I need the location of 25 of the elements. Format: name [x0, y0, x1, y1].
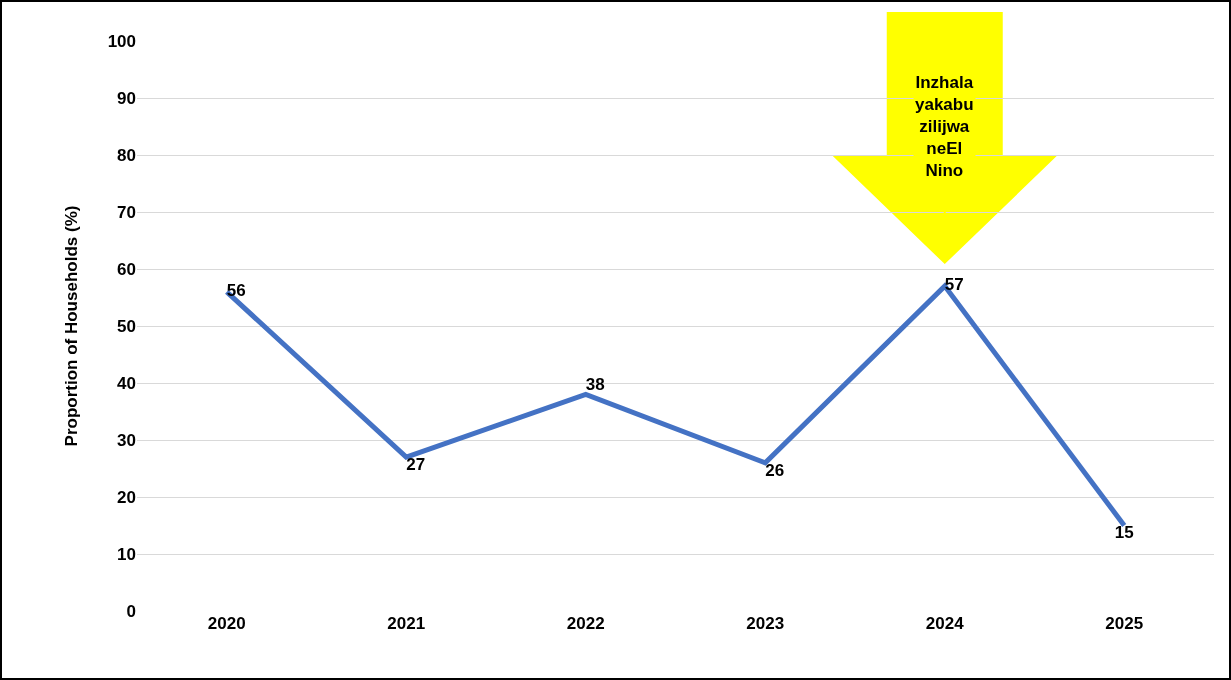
data-label: 38 — [585, 375, 605, 395]
y-tick-label: 50 — [117, 316, 136, 336]
data-label: 57 — [944, 275, 964, 295]
y-tick-label: 20 — [117, 487, 136, 507]
data-label: 27 — [406, 454, 426, 474]
x-tick-label: 2025 — [1105, 614, 1144, 633]
data-label: 56 — [226, 281, 246, 301]
x-tick-label: 2024 — [925, 614, 965, 633]
y-tick-label: 40 — [117, 373, 136, 393]
annotation: Inzhala yakabu zilijwa neEl Nino — [915, 73, 974, 181]
y-tick-label: 10 — [117, 544, 136, 564]
y-tick-label: 90 — [117, 88, 136, 108]
data-label: 15 — [1114, 523, 1134, 543]
y-tick-label: 0 — [126, 601, 136, 621]
y-tick-label: 60 — [117, 259, 136, 279]
y-axis-title: Proportion of Households (%) — [62, 205, 82, 447]
x-tick-label: 2022 — [566, 614, 605, 633]
y-tick-label: 30 — [117, 430, 136, 450]
x-tick-label: 2021 — [387, 614, 426, 633]
y-tick-label: 100 — [107, 31, 136, 51]
y-tick-label: 80 — [117, 145, 136, 165]
y-tick-label: 70 — [117, 202, 136, 222]
x-tick-label: 2020 — [207, 614, 246, 633]
data-label: 26 — [765, 460, 785, 480]
x-tick-label: 2023 — [746, 614, 785, 633]
